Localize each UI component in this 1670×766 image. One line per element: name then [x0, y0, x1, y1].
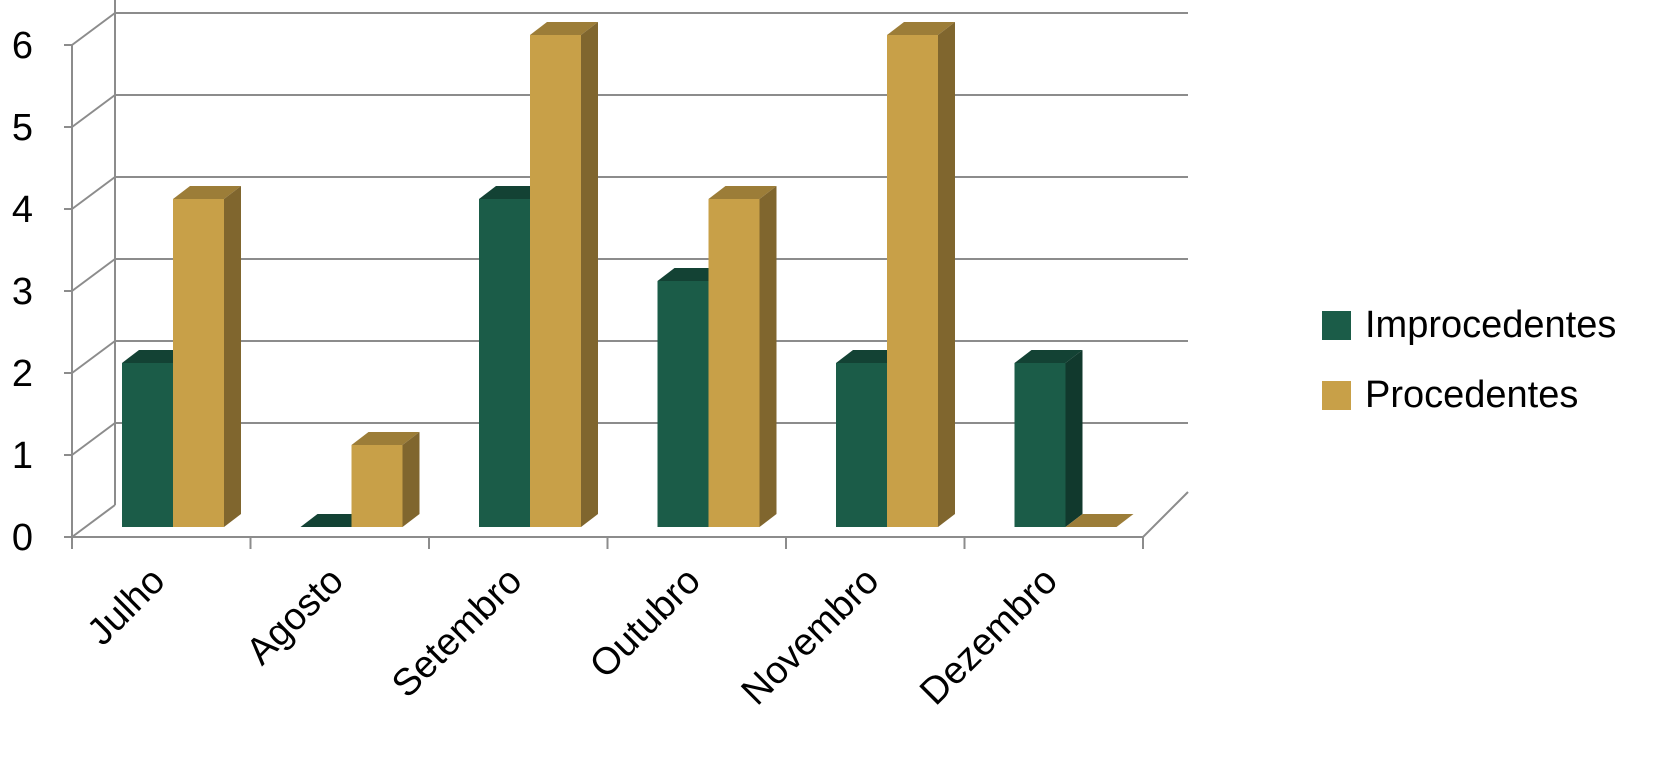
y-axis-tick-labels: 0 1 2 3 4 5 6	[12, 25, 33, 559]
legend-swatch-procedentes	[1322, 380, 1351, 410]
bar-top	[1014, 350, 1083, 363]
y-tick-label: 0	[12, 517, 33, 559]
x-axis-category-labels: Julho Agosto Setembro Outubro Novembro Dezemb…	[79, 560, 1065, 714]
bar-side	[759, 186, 777, 527]
bar-top	[351, 432, 420, 445]
bar-top	[173, 186, 241, 199]
bar-front	[479, 199, 530, 527]
bar-front	[122, 363, 173, 527]
x-category-label: Julho	[79, 560, 173, 654]
bar-procedentes-setembro	[530, 22, 598, 527]
bar-front	[173, 199, 224, 527]
axes	[64, 0, 1189, 549]
bar-procedentes-julho	[173, 186, 241, 527]
bar-front	[657, 281, 709, 527]
y-tick-label: 3	[12, 271, 33, 313]
legend: Improcedentes Procedentes	[1322, 290, 1616, 430]
bar-front	[887, 35, 938, 527]
gridlines	[71, 12, 1188, 538]
bar-procedentes-novembro	[887, 22, 955, 527]
bar-side	[1065, 350, 1083, 527]
x-category-label: Dezembro	[912, 560, 1066, 714]
bar-front	[708, 199, 760, 527]
side-wall-line	[71, 258, 116, 292]
legend-label-improcedentes: Improcedentes	[1365, 303, 1617, 346]
bar-front	[530, 35, 581, 527]
bar-side	[581, 22, 598, 527]
bar-improcedentes-dezembro	[1014, 350, 1083, 527]
bar-procedentes-outubro	[708, 186, 777, 527]
legend-swatch-improcedentes	[1322, 310, 1351, 340]
x-category-label: Setembro	[384, 560, 530, 706]
y-tick-label: 2	[12, 353, 33, 395]
y-tick-label: 5	[12, 107, 33, 149]
bar-procedentes-agosto	[351, 432, 420, 527]
bar-procedentes-dezembro	[1065, 514, 1134, 527]
x-category-label: Agosto	[239, 560, 352, 673]
bar-front	[351, 445, 403, 527]
bar-side	[402, 432, 420, 527]
bar-top	[530, 22, 598, 35]
y-tick-label: 6	[12, 25, 33, 67]
x-category-label: Novembro	[734, 560, 888, 714]
side-wall-line	[71, 12, 116, 46]
y-tick-label: 4	[12, 189, 33, 231]
legend-item-improcedentes: Improcedentes	[1322, 290, 1616, 360]
y-tick-label: 1	[12, 435, 33, 477]
floor-right-edge	[1142, 491, 1189, 538]
x-category-label: Outubro	[582, 560, 709, 687]
bar-top	[887, 22, 955, 35]
legend-item-procedentes: Procedentes	[1322, 360, 1616, 430]
bar-side	[938, 22, 955, 527]
bar-top	[708, 186, 777, 199]
side-wall-line	[71, 504, 116, 538]
side-wall-line	[71, 340, 116, 374]
side-wall-line	[71, 94, 116, 128]
bar-front	[836, 363, 887, 527]
side-wall-line	[71, 422, 116, 456]
bar-side	[224, 186, 241, 527]
side-wall-line	[71, 176, 116, 210]
bars	[122, 22, 1134, 527]
legend-label-procedentes: Procedentes	[1365, 373, 1579, 416]
bar-front	[1014, 363, 1066, 527]
bar-top	[1065, 514, 1134, 527]
